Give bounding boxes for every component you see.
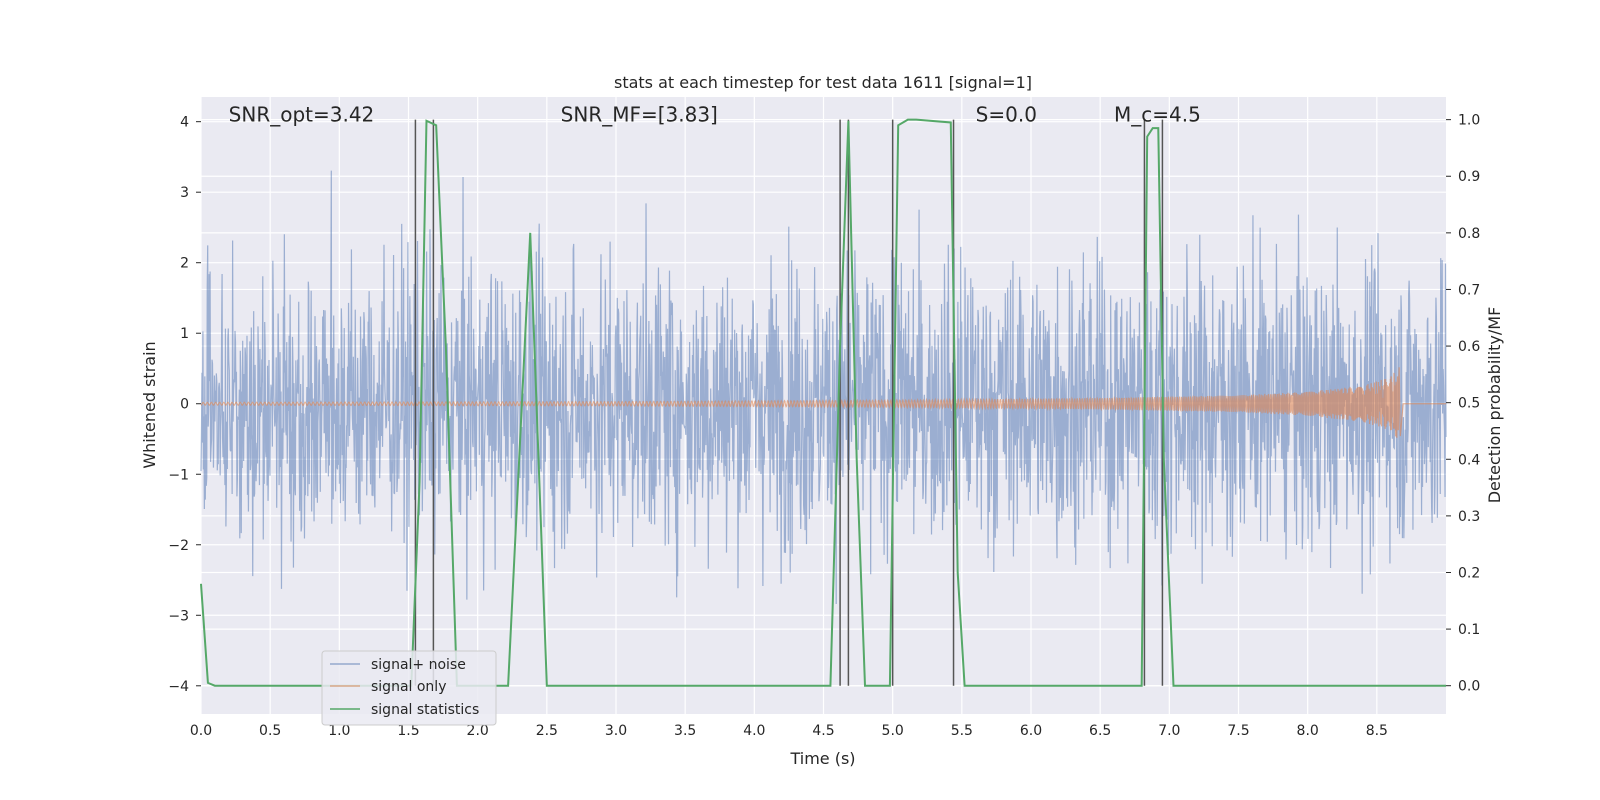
y2-tick-label: 0.0: [1458, 679, 1480, 695]
x-tick-label: 1.0: [328, 723, 350, 739]
y-tick-label: 1: [180, 326, 189, 342]
y-tick-label: −4: [168, 679, 189, 695]
legend-box: [321, 650, 497, 726]
x-tick-label: 2.5: [536, 723, 558, 739]
x-axis-label: Time (s): [789, 749, 855, 768]
y-axis-label: Whitened strain: [140, 341, 159, 468]
x-tick-label: 4.5: [812, 723, 834, 739]
signal-only-line: [200, 367, 1446, 438]
annotation-mc-value: M_c=4.5: [1114, 103, 1201, 127]
y-tick-label: −1: [168, 467, 189, 483]
x-tick-label: 2.0: [467, 723, 489, 739]
y-tick-label: 0: [180, 397, 189, 413]
y2-tick-label: 1.0: [1458, 113, 1480, 129]
y-tick-label: 4: [180, 115, 189, 131]
annotation-s-value: S=0.0: [976, 103, 1037, 127]
x-tick-label: 4.0: [743, 723, 765, 739]
signal-noise-line: [200, 170, 1447, 604]
y-tick-label: −2: [168, 538, 189, 554]
tick-labels: 0.0 0.5 1.0 1.5 2.0 2.5 3.0 3.5 4.0 4.5 5.0 5.5 6.0 6…: [168, 113, 1480, 739]
x-tick-label: 5.0: [882, 723, 904, 739]
x-tick-label: 0.5: [259, 723, 281, 739]
chart-title: stats at each timestep for test data 161…: [614, 73, 1032, 92]
signal-statistics-line: [200, 118, 1446, 687]
y-tick-label: −3: [168, 608, 189, 624]
y2-axis-label: Detection probability/MF: [1485, 307, 1504, 504]
legend: signal+ noise signal only signal statist…: [321, 650, 497, 726]
annotation-snr-opt: SNR_opt=3.42: [229, 103, 375, 127]
series-signal-statistics: [200, 118, 1446, 687]
legend-label-signal-noise: signal+ noise: [371, 657, 466, 673]
y2-tick-label: 0.3: [1458, 509, 1480, 525]
y-tick-label: 2: [180, 256, 189, 272]
x-tick-label: 8.5: [1366, 723, 1388, 739]
x-tick-label: 3.5: [674, 723, 696, 739]
annotation-snr-mf: SNR_MF=[3.83]: [561, 103, 718, 127]
legend-label-signal-statistics: signal statistics: [371, 702, 479, 718]
y2-tick-label: 0.6: [1458, 339, 1480, 355]
y2-tick-label: 0.1: [1458, 622, 1480, 638]
x-tick-label: 3.0: [605, 723, 627, 739]
y2-tick-label: 0.2: [1458, 565, 1480, 581]
y2-tick-label: 0.7: [1458, 282, 1480, 298]
x-tick-label: 7.5: [1227, 723, 1249, 739]
y-tick-label: 3: [180, 185, 189, 201]
y2-tick-label: 0.8: [1458, 226, 1480, 242]
x-tick-label: 6.5: [1089, 723, 1111, 739]
x-tick-label: 0.0: [190, 723, 212, 739]
x-tick-label: 5.5: [951, 723, 973, 739]
x-tick-label: 1.5: [397, 723, 419, 739]
x-tick-label: 7.0: [1158, 723, 1180, 739]
y2-tick-label: 0.9: [1458, 169, 1480, 185]
y2-tick-label: 0.5: [1458, 396, 1480, 412]
x-tick-label: 8.0: [1297, 723, 1319, 739]
x-tick-label: 6.0: [1020, 723, 1042, 739]
annotations: SNR_opt=3.42 SNR_MF=[3.83] S=0.0 M_c=4.5: [229, 103, 1201, 127]
legend-label-signal-only: signal only: [371, 679, 446, 695]
y2-tick-label: 0.4: [1458, 452, 1480, 468]
series-signal-only: [200, 367, 1446, 438]
series-signal-noise: [200, 170, 1447, 604]
